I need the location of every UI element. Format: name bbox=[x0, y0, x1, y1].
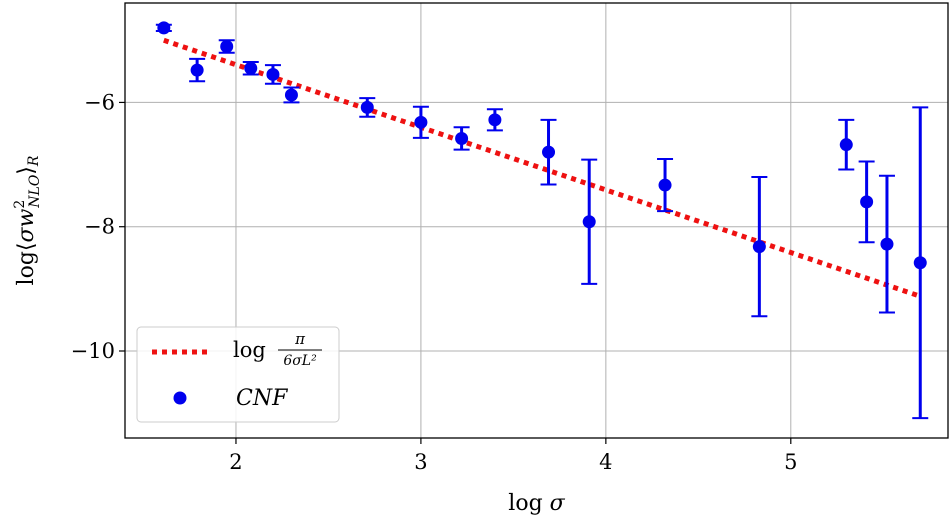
data-point bbox=[414, 115, 428, 129]
plot-frame bbox=[124, 2, 949, 439]
y-tick-label: −10 bbox=[71, 339, 115, 363]
data-point bbox=[220, 40, 234, 53]
fit-line bbox=[163, 37, 922, 299]
y-tick-label: −8 bbox=[84, 215, 115, 239]
data-point bbox=[913, 256, 927, 270]
data-point bbox=[284, 88, 298, 102]
legend-fit-label-denominator: 6σL² bbox=[283, 353, 317, 369]
data-point bbox=[488, 113, 502, 127]
data-point-layer bbox=[157, 21, 927, 270]
x-tick-label: 4 bbox=[599, 450, 612, 474]
x-axis-label-sigma: σ bbox=[550, 491, 566, 516]
legend-fit-label-log: log bbox=[233, 338, 266, 362]
x-axis-label-log: log bbox=[508, 491, 549, 516]
data-point bbox=[752, 240, 766, 254]
y-tick-label: −6 bbox=[84, 90, 115, 114]
legend-fit-label-numerator: π bbox=[294, 330, 306, 348]
y-axis-label-sigma-w: σw bbox=[14, 208, 39, 242]
data-point bbox=[658, 178, 672, 192]
data-point bbox=[582, 215, 596, 229]
y-axis-label-close: ⟩ bbox=[14, 166, 39, 175]
y-axis-label-exponent: 2 bbox=[12, 200, 28, 209]
data-point bbox=[839, 138, 853, 152]
legend-box bbox=[136, 326, 340, 423]
y-axis-label-subscript: NLO bbox=[27, 174, 43, 209]
data-point bbox=[157, 21, 171, 35]
data-point bbox=[266, 67, 280, 81]
x-axis-label: log σ bbox=[508, 491, 565, 516]
legend-points-swatch bbox=[173, 391, 187, 405]
data-point bbox=[455, 131, 469, 145]
y-axis-label-log: log⟨ bbox=[14, 243, 39, 286]
y-axis-label: log⟨σw2NLO⟩R bbox=[12, 155, 43, 285]
axis-ticks: 2 3 4 5 −10 −8 −6 bbox=[71, 90, 798, 474]
data-point bbox=[860, 195, 874, 209]
x-tick-label: 3 bbox=[414, 450, 427, 474]
data-point bbox=[244, 61, 258, 75]
data-point bbox=[190, 63, 204, 77]
legend-points-label: CNF bbox=[236, 386, 288, 411]
data-point bbox=[360, 100, 374, 114]
data-point bbox=[542, 145, 556, 159]
data-point bbox=[880, 237, 894, 251]
fit-line-layer bbox=[163, 37, 922, 299]
x-tick-label: 2 bbox=[229, 450, 242, 474]
y-axis-label-r: R bbox=[26, 155, 42, 167]
legend: log π 6σL² CNF bbox=[136, 326, 340, 423]
x-tick-label: 5 bbox=[784, 450, 797, 474]
